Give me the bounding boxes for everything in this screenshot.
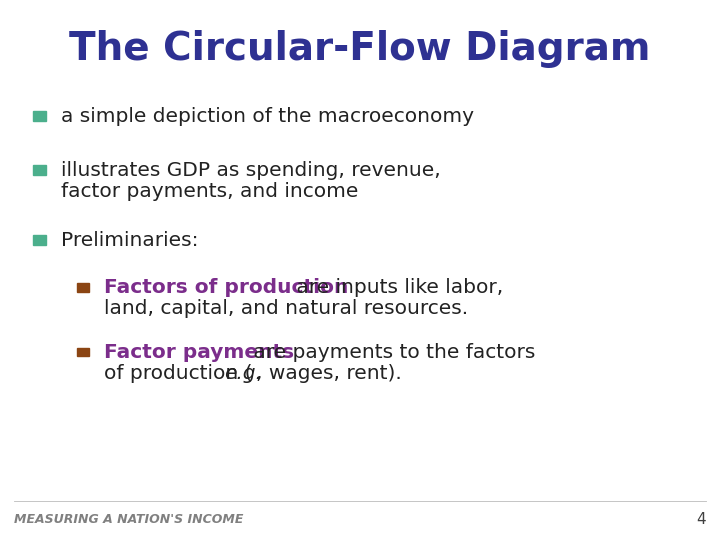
FancyBboxPatch shape [33, 111, 46, 121]
Text: Preliminaries:: Preliminaries: [61, 231, 199, 250]
Text: Factors of production: Factors of production [104, 278, 348, 297]
FancyBboxPatch shape [77, 283, 89, 292]
Text: The Circular-Flow Diagram: The Circular-Flow Diagram [69, 30, 651, 68]
Text: are inputs like labor,: are inputs like labor, [290, 278, 503, 297]
Text: Factor payments: Factor payments [104, 342, 294, 362]
Text: factor payments, and income: factor payments, and income [61, 182, 359, 201]
Text: a simple depiction of the macroeconomy: a simple depiction of the macroeconomy [61, 106, 474, 126]
Text: 4: 4 [696, 512, 706, 527]
Text: illustrates GDP as spending, revenue,: illustrates GDP as spending, revenue, [61, 160, 441, 180]
FancyBboxPatch shape [33, 165, 46, 175]
Text: , wages, rent).: , wages, rent). [256, 364, 401, 383]
Text: of production (: of production ( [104, 364, 253, 383]
FancyBboxPatch shape [77, 348, 89, 356]
Text: land, capital, and natural resources.: land, capital, and natural resources. [104, 299, 469, 319]
Text: are payments to the factors: are payments to the factors [247, 342, 536, 362]
FancyBboxPatch shape [33, 235, 46, 245]
Text: e.g.: e.g. [224, 364, 262, 383]
Text: MEASURING A NATION'S INCOME: MEASURING A NATION'S INCOME [14, 513, 244, 526]
